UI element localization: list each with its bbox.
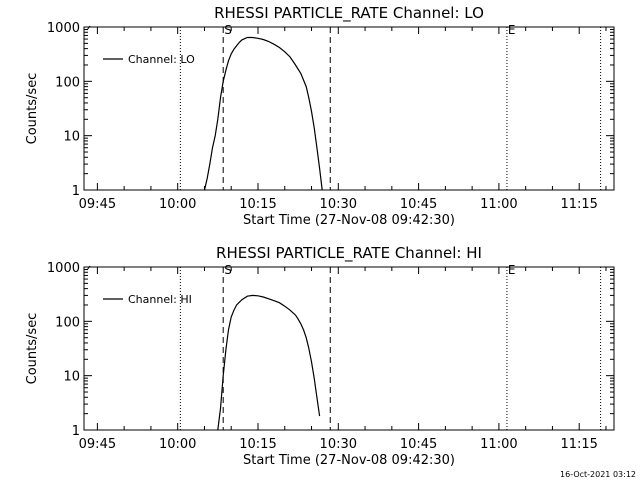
x-tick-label: 11:15 <box>560 197 597 212</box>
y-tick-label: 1 <box>72 184 80 199</box>
chart-title: RHESSI PARTICLE_RATE Channel: LO <box>214 4 484 23</box>
y-tick-label: 1000 <box>47 261 80 276</box>
time-marker-label: E <box>508 23 516 37</box>
y-tick-label: 100 <box>55 75 80 90</box>
x-tick-label: 11:15 <box>560 437 597 452</box>
time-marker-label: S <box>224 263 232 277</box>
channel-lo-panel: RHESSI PARTICLE_RATE Channel: LO 09:45 10:… <box>25 4 615 228</box>
plot-frame <box>83 26 615 191</box>
x-tick-label: 10:30 <box>320 437 357 452</box>
y-tick-label: 1 <box>72 424 80 439</box>
x-tick-label: 10:00 <box>159 437 196 452</box>
y-axis-label: Counts/sec <box>25 73 40 145</box>
y-axis-label: Counts/sec <box>25 313 40 385</box>
y-tick-label: 10 <box>63 130 80 145</box>
x-tick-label: 11:00 <box>480 197 517 212</box>
x-tick-label: 10:00 <box>159 197 196 212</box>
series-line <box>203 36 323 191</box>
x-tick-label: 10:45 <box>400 197 437 212</box>
series-line <box>217 294 321 431</box>
legend-label: Channel: LO <box>128 53 195 66</box>
x-axis-label: Start Time (27-Nov-08 09:42:30) <box>243 213 455 228</box>
x-tick-label: 10:45 <box>400 437 437 452</box>
x-tick-label: 10:15 <box>239 197 276 212</box>
x-tick-label: 09:45 <box>79 437 116 452</box>
corner-indicator <box>86 265 91 271</box>
y-tick-label: 10 <box>63 370 80 385</box>
x-axis-label: Start Time (27-Nov-08 09:42:30) <box>243 453 455 468</box>
x-tick-label: 10:15 <box>239 437 276 452</box>
footer-timestamp: 16-Oct-2021 03:12 <box>560 470 636 479</box>
time-marker-label: E <box>508 263 516 277</box>
y-tick-label: 100 <box>55 315 80 330</box>
y-tick-label: 1000 <box>47 21 80 36</box>
x-tick-label: 11:00 <box>480 437 517 452</box>
channel-hi-panel: RHESSI PARTICLE_RATE Channel: HI 09:45 10:… <box>25 244 615 468</box>
x-tick-label: 09:45 <box>79 197 116 212</box>
time-marker-label: S <box>224 23 232 37</box>
chart-title: RHESSI PARTICLE_RATE Channel: HI <box>216 244 482 263</box>
x-tick-label: 10:30 <box>320 197 357 212</box>
plot-frame <box>83 266 615 431</box>
legend-label: Channel: HI <box>128 293 192 306</box>
corner-indicator <box>86 25 91 31</box>
